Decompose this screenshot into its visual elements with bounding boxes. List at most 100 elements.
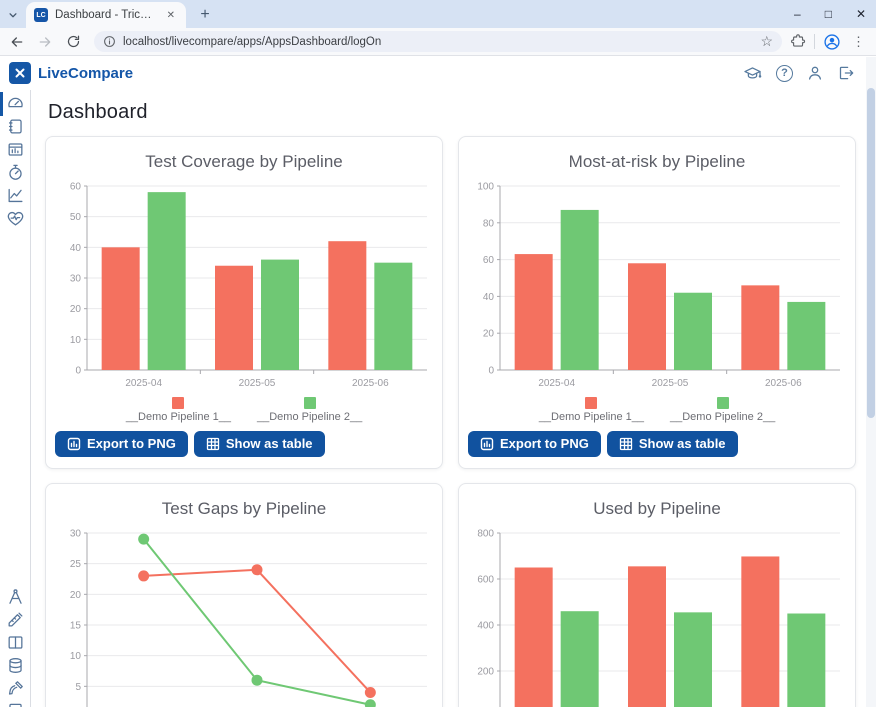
window-maximize-icon[interactable]: □	[824, 7, 832, 21]
back-icon[interactable]	[4, 30, 30, 54]
svg-text:20: 20	[70, 590, 82, 601]
sidebar	[0, 90, 31, 707]
report-newspaper-icon	[8, 143, 22, 156]
legend-item[interactable]: __Demo Pipeline 2__	[257, 397, 362, 423]
legend-swatch-series1	[172, 397, 185, 409]
livecompare-logo-icon[interactable]	[9, 62, 31, 84]
sidebar-item-reports[interactable]	[0, 139, 30, 161]
bar-chart: 0 10 20 30 40 50 60 2025-04 2025-05 2025-06	[55, 180, 433, 396]
tab-close-icon[interactable]: ✕	[166, 9, 175, 21]
svg-text:60: 60	[70, 182, 82, 193]
export-png-button[interactable]: Export to PNG	[55, 431, 188, 457]
svg-text:600: 600	[477, 575, 494, 586]
browser-tab[interactable]: LC Dashboard - Tricentis LiveComp ✕	[26, 2, 186, 28]
brand-name[interactable]: LiveCompare	[38, 64, 134, 82]
export-png-button[interactable]: Export to PNG	[468, 431, 601, 457]
forward-icon[interactable]	[32, 30, 58, 54]
help-icon[interactable]: ?	[776, 64, 793, 82]
chart-title: Test Gaps by Pipeline	[161, 499, 327, 518]
toolbar-right: ⋮	[790, 33, 868, 51]
drafting-compass-icon	[8, 589, 22, 604]
sidebar-item-drafting[interactable]	[0, 586, 30, 608]
legend-swatch-series2	[303, 397, 316, 409]
header-actions: ?	[742, 64, 864, 83]
sidebar-item-timer[interactable]	[0, 162, 30, 184]
sidebar-item-database[interactable]	[0, 655, 30, 677]
show-as-table-button[interactable]: Show as table	[193, 431, 325, 457]
legend-item[interactable]: __Demo Pipeline 1__	[126, 397, 231, 423]
show-as-table-button[interactable]: Show as table	[606, 431, 738, 457]
svg-text:50: 50	[70, 212, 82, 223]
url-text[interactable]: localhost/livecompare/apps/AppsDashboard…	[123, 35, 382, 48]
legend-label: __Demo Pipeline 2__	[670, 411, 776, 423]
bar-chart: 0 20 40 60 80 100 2025-04 2025-05 2025-06	[468, 180, 846, 396]
app-header: LiveCompare ?	[0, 56, 876, 90]
svg-text:0: 0	[75, 366, 81, 377]
extensions-puzzle-icon[interactable]	[790, 33, 806, 50]
main-content: Dashboard Test Coverage by Pipeline 0 10 2…	[31, 90, 876, 707]
chart-legend: __Demo Pipeline 1__ __Demo Pipeline 2__	[55, 397, 433, 423]
heart-pulse-icon	[7, 211, 23, 226]
card-actions: Export to PNG Show as table	[55, 431, 433, 457]
svg-text:20: 20	[483, 329, 495, 340]
user-badge-icon	[8, 703, 22, 707]
svg-text:0: 0	[488, 366, 494, 377]
sidebar-item-cleanup[interactable]	[0, 678, 30, 700]
window-close-icon[interactable]: ✕	[855, 7, 866, 21]
paint-brush-icon	[8, 681, 23, 695]
svg-text:2025-06: 2025-06	[352, 378, 389, 389]
svg-text:800: 800	[477, 529, 494, 540]
svg-text:15: 15	[70, 621, 82, 632]
svg-text:40: 40	[483, 292, 495, 303]
chart-title: Test Coverage by Pipeline	[145, 152, 343, 171]
toolbar-divider	[814, 34, 815, 49]
svg-text:2025-04: 2025-04	[125, 378, 162, 389]
legend-label: __Demo Pipeline 2__	[257, 411, 363, 423]
sidebar-item-analytics[interactable]	[0, 185, 30, 207]
sidebar-item-notebook[interactable]	[0, 116, 30, 138]
profile-avatar-icon[interactable]	[823, 33, 841, 51]
bookmark-star-icon[interactable]: ☆	[760, 33, 773, 49]
tab-search-chevron-icon[interactable]	[0, 2, 26, 28]
page-scrollbar[interactable]	[866, 57, 876, 707]
tab-title: Dashboard - Tricentis LiveComp	[55, 9, 157, 21]
database-icon	[8, 658, 22, 673]
svg-text:30: 30	[70, 274, 82, 285]
reload-icon[interactable]	[60, 30, 86, 54]
logout-icon[interactable]	[837, 64, 856, 82]
sidebar-item-dashboard[interactable]	[0, 91, 30, 116]
stopwatch-icon	[8, 164, 22, 180]
svg-text:10: 10	[70, 335, 82, 346]
page-title: Dashboard	[48, 101, 148, 123]
svg-text:100: 100	[477, 182, 494, 193]
browser-menu-kebab-icon[interactable]: ⋮	[852, 33, 865, 49]
legend-label: __Demo Pipeline 1__	[125, 411, 231, 423]
sidebar-item-account[interactable]	[0, 701, 30, 707]
address-bar[interactable]: localhost/livecompare/apps/AppsDashboard…	[94, 31, 782, 52]
window-minimize-icon[interactable]: –	[794, 7, 801, 21]
site-info-icon[interactable]	[103, 35, 116, 48]
new-tab-button[interactable]: +	[200, 6, 210, 23]
svg-text:30: 30	[70, 529, 82, 540]
card-actions: Export to PNG Show as table	[468, 431, 846, 457]
app-body: Dashboard Test Coverage by Pipeline 0 10 2…	[0, 90, 876, 707]
user-icon[interactable]	[806, 64, 824, 82]
scrollbar-thumb[interactable]	[867, 88, 875, 418]
sidebar-item-design-tools[interactable]	[0, 609, 30, 631]
card-test-coverage: Test Coverage by Pipeline 0 10 20 30 40 50 60 2…	[45, 136, 443, 469]
legend-item[interactable]: __Demo Pipeline 1__	[539, 397, 644, 423]
export-png-label: Export to PNG	[87, 436, 176, 451]
export-png-label: Export to PNG	[500, 436, 589, 451]
legend-item[interactable]: __Demo Pipeline 2__	[670, 397, 775, 423]
table-icon	[619, 437, 632, 450]
svg-text:60: 60	[483, 255, 495, 266]
window-controls: – □ ✕	[794, 0, 866, 28]
svg-text:5: 5	[75, 682, 81, 693]
card-used-by-pipeline: Used by Pipeline 02004006008002025-04202…	[458, 483, 856, 707]
export-chart-icon	[67, 437, 81, 450]
sidebar-item-library[interactable]	[0, 632, 30, 654]
sidebar-item-health[interactable]	[0, 208, 30, 230]
learning-graduation-cap-icon[interactable]	[742, 64, 763, 83]
